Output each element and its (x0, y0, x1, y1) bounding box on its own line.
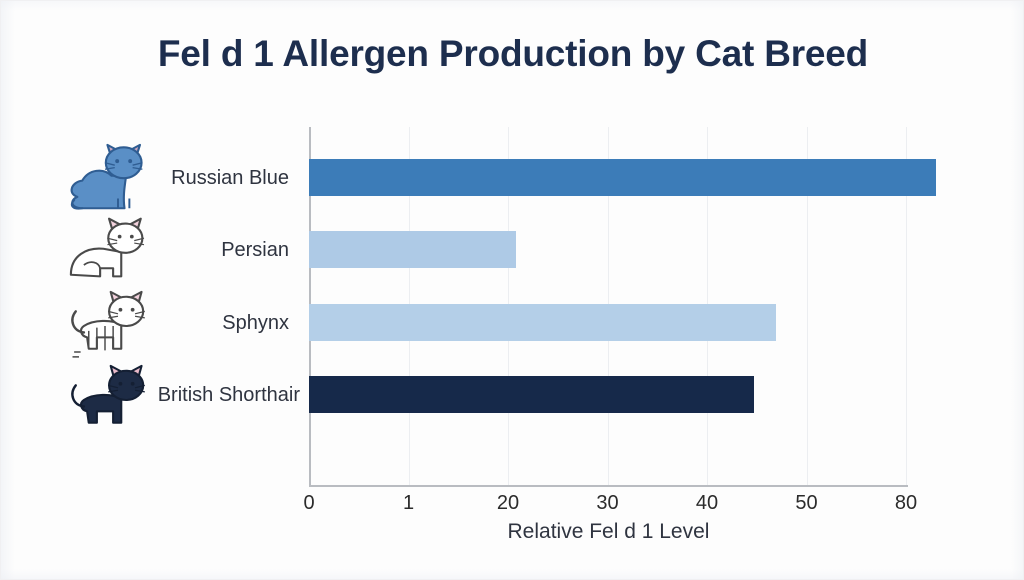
category-label: British Shorthair (157, 384, 300, 406)
cat-standing-tabby-icon (63, 287, 147, 365)
bar (309, 231, 516, 268)
gridline (806, 127, 808, 485)
x-tick-label: 40 (695, 492, 719, 514)
cat-sitting-blue-icon (63, 140, 147, 218)
category-label: Sphynx (222, 312, 289, 334)
x-axis-line (309, 485, 908, 487)
bar (309, 159, 936, 196)
x-tick-label: 20 (496, 492, 520, 514)
x-tick-label: 1 (402, 492, 415, 514)
bar (309, 376, 754, 413)
x-tick-label: 80 (894, 492, 918, 514)
bar (309, 304, 776, 341)
cat-standing-black-icon (63, 361, 147, 439)
gridline (906, 127, 907, 485)
x-tick-label: 50 (795, 492, 818, 514)
x-axis-title: Relative Fel d 1 Level (507, 520, 710, 543)
x-tick-label: 30 (596, 492, 619, 514)
cat-sitting-white-icon (63, 213, 147, 291)
x-tick-label: 0 (303, 492, 315, 514)
category-label: Russian Blue (171, 167, 289, 189)
chart-title: Fel d 1 Allergen Production by Cat Breed (157, 33, 869, 74)
category-label: Persian (221, 239, 289, 261)
